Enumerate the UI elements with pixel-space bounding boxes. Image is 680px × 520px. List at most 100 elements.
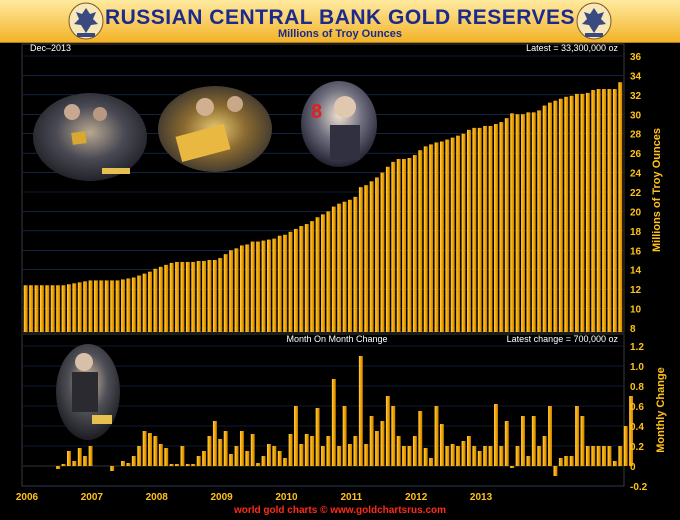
x-year-label: 2007 (81, 492, 104, 503)
reserve-bar (218, 258, 223, 332)
change-bar (158, 444, 163, 466)
reserve-bar (56, 285, 61, 332)
change-bar (526, 456, 531, 466)
reserve-bar (223, 254, 228, 332)
reserve-bar (304, 224, 309, 332)
change-bar (375, 431, 379, 466)
reserve-bar (337, 203, 342, 332)
bottom-y-tick-label: 0 (630, 462, 636, 473)
bottom-corner-right-label: Latest change = 700,000 oz (507, 334, 619, 344)
reserve-bar (434, 142, 439, 332)
change-bar (564, 456, 569, 466)
reserve-bar (326, 211, 331, 332)
top-y-tick-label: 24 (630, 169, 642, 180)
change-bar (353, 436, 358, 466)
top-y-tick-label: 30 (630, 110, 642, 121)
change-bar (304, 434, 309, 466)
reserve-bar (385, 166, 390, 332)
reserve-bar (353, 196, 358, 332)
change-bar (450, 444, 455, 466)
change-bar (569, 456, 574, 466)
change-bar (337, 446, 342, 466)
change-bar (72, 461, 77, 466)
reserve-bar (596, 89, 601, 333)
reserve-bar (348, 199, 352, 332)
change-bar (56, 466, 61, 469)
reserve-bar (585, 92, 590, 333)
reserve-bar (29, 285, 34, 332)
reserve-bar (526, 112, 531, 332)
reserve-bar (483, 125, 488, 332)
change-bar (602, 446, 607, 466)
change-bar (277, 451, 282, 466)
reserve-bar (396, 158, 401, 332)
change-bar (348, 444, 352, 466)
reserve-bar (364, 185, 369, 332)
change-bar (504, 421, 509, 466)
reserve-bar (131, 277, 136, 332)
change-bar (261, 456, 266, 466)
change-bar (299, 444, 304, 466)
medvedev-photo: 8 (301, 81, 377, 167)
reserve-bar (423, 146, 428, 332)
reserve-bar (229, 250, 234, 332)
change-bar (467, 436, 471, 466)
change-bar (175, 464, 179, 466)
top-y-tick-label: 28 (630, 130, 642, 141)
reserve-bar (239, 245, 244, 332)
footer-credit: world gold charts © www.goldchartsrus.co… (233, 505, 447, 516)
reserve-bar (99, 280, 104, 332)
change-bar (267, 444, 271, 466)
change-bar (67, 451, 71, 466)
change-bar (515, 446, 520, 466)
change-bar (212, 421, 217, 466)
change-bar (223, 431, 228, 466)
reserve-bar (288, 231, 293, 332)
reserve-bar (277, 235, 282, 332)
bank-of-russia-emblem-icon (68, 2, 104, 40)
reserve-bar (315, 217, 320, 332)
reserve-bar (185, 261, 190, 332)
bottom-y-axis-label: Monthly Change (655, 367, 667, 453)
reserve-bar (212, 260, 217, 332)
reserve-bar (50, 285, 55, 332)
reserve-bar (331, 206, 336, 332)
change-bar (412, 436, 417, 466)
reserve-bar (283, 234, 288, 332)
reserve-bar (358, 187, 363, 332)
change-bar (521, 416, 525, 466)
reserve-bar (375, 177, 379, 332)
top-y-tick-label: 16 (630, 246, 642, 257)
change-bar (418, 411, 423, 466)
change-bar (461, 441, 466, 466)
reserve-bar (510, 113, 515, 332)
change-bar (234, 446, 239, 466)
change-bar (596, 446, 601, 466)
x-year-label: 2013 (470, 492, 493, 503)
change-bar (77, 448, 82, 466)
change-bar (483, 446, 488, 466)
reserve-bar (61, 285, 66, 332)
change-bar (315, 408, 320, 466)
change-bar (61, 464, 66, 466)
x-year-label: 2006 (16, 492, 39, 503)
change-bar (629, 396, 634, 466)
change-bar (288, 434, 293, 466)
reserve-bar (23, 285, 28, 332)
x-axis-year-labels: 2006 2007 2008 2009 2010 2011 2012 2013 (16, 492, 493, 503)
putin-miners-photo (33, 93, 147, 181)
reserve-bar (467, 129, 471, 332)
reserve-bar (494, 124, 498, 332)
reserve-bar (472, 127, 477, 332)
reserve-bar (142, 273, 147, 332)
reserve-bar (488, 125, 493, 332)
bank-of-russia-emblem-icon (576, 2, 612, 40)
reserve-bar (429, 144, 434, 332)
top-y-axis-label: Millions of Troy Ounces (651, 128, 663, 252)
change-bar (429, 458, 434, 466)
change-bar (321, 446, 325, 466)
change-bar (180, 446, 185, 466)
change-bar (407, 446, 412, 466)
change-bar (380, 421, 385, 466)
